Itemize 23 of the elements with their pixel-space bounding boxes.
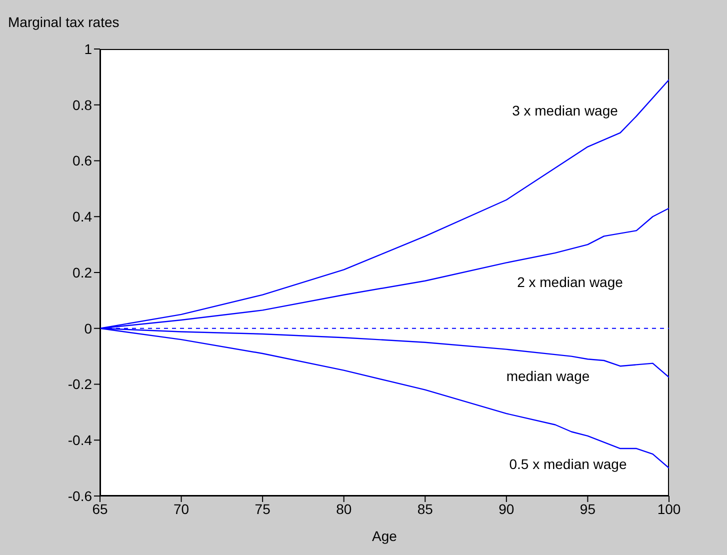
x-tick-label: 90 (498, 500, 514, 517)
y-tick-label: 0.6 (72, 152, 92, 169)
x-tick-label: 95 (580, 500, 596, 517)
series-label: 0.5 x median wage (509, 456, 627, 472)
series-label: median wage (506, 368, 590, 384)
y-tick-label: 0.8 (72, 96, 92, 113)
y-tick-label: 1 (84, 40, 92, 57)
y-tick-label: 0.4 (72, 208, 92, 225)
x-tick-label: 85 (417, 500, 434, 517)
y-tick-label: -0.6 (68, 488, 92, 504)
y-axis-title: Marginal tax rates (8, 14, 120, 30)
x-tick-label: 75 (254, 500, 271, 517)
series-label: 3 x median wage (512, 102, 618, 118)
x-tick-label: 80 (336, 500, 352, 517)
x-tick-label: 100 (657, 500, 681, 517)
y-tick-label: 0 (84, 320, 92, 336)
x-tick-label: 65 (92, 500, 108, 517)
y-tick-label: -0.2 (68, 376, 92, 392)
x-axis-title: Age (371, 528, 398, 544)
y-tick-label: 0.2 (72, 264, 92, 280)
x-tick-label: 70 (173, 500, 190, 517)
series-label: 2 x median wage (517, 274, 624, 290)
y-tick-label: -0.4 (68, 432, 92, 448)
